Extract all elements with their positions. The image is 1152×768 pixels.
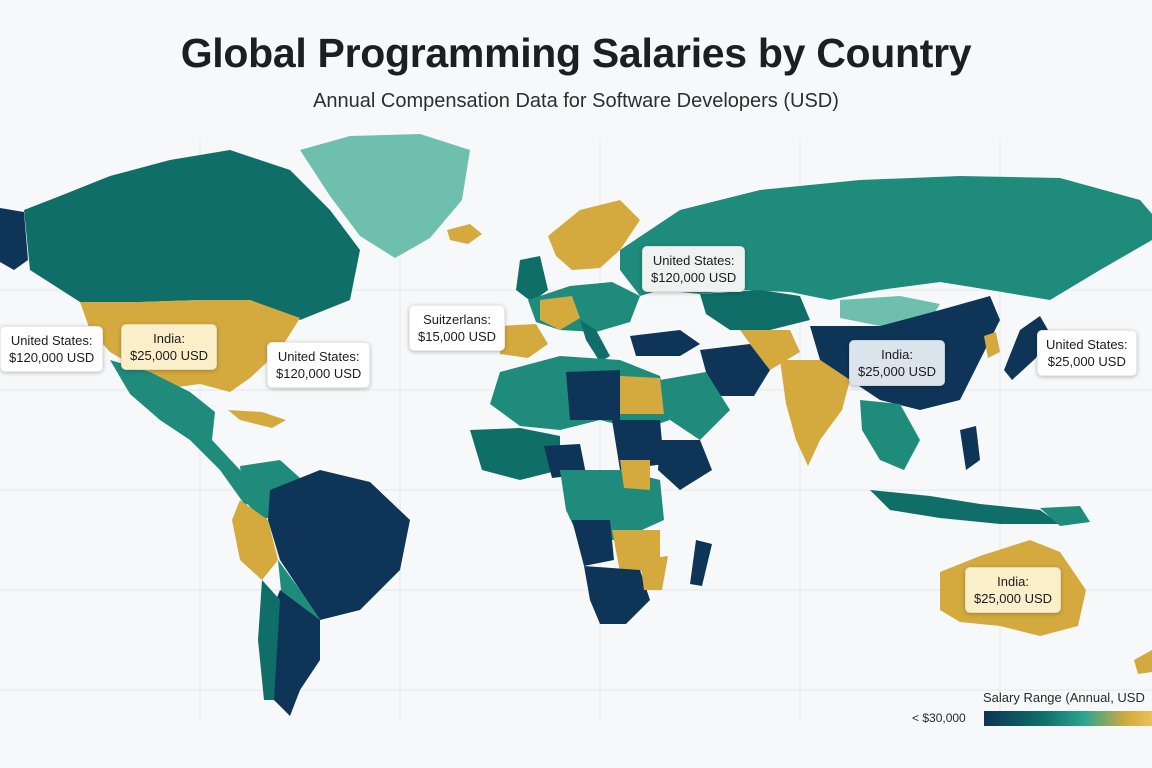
callout-russia: United States: $120,000 USD — [642, 246, 746, 292]
region-east-africa-gold — [620, 460, 650, 490]
callout-china: India: $25,000 USD — [849, 340, 946, 386]
callout-country: India: — [881, 347, 913, 362]
region-canada — [24, 150, 360, 320]
callout-japan: United States: $25,000 USD — [1037, 330, 1137, 376]
region-russia — [620, 176, 1152, 300]
callout-switzerland: Suitzerlans: $15,000 USD — [409, 305, 506, 351]
region-scandinavia — [548, 200, 640, 270]
callout-value: $15,000 USD — [418, 329, 497, 344]
legend-gradient-bar — [984, 711, 1152, 726]
region-southeast-asia — [860, 400, 920, 470]
map-title: Global Programming Salaries by Country — [180, 30, 972, 76]
region-kazakhstan — [700, 290, 810, 330]
region-iran — [700, 344, 770, 396]
callout-value: $120,000 USD — [9, 350, 95, 365]
callout-value: $25,000 USD — [858, 364, 937, 379]
region-peru — [232, 500, 278, 580]
region-sudan — [612, 420, 664, 470]
region-philippines — [960, 426, 980, 470]
region-alaska — [0, 208, 28, 270]
region-new-guinea — [1040, 506, 1090, 526]
callout-us-west: United States: $120,000 USD — [0, 326, 104, 372]
region-brazil — [268, 470, 410, 620]
region-india — [780, 360, 850, 466]
callout-value: $120,000 USD — [651, 270, 737, 285]
callout-australia: India: $25,000 USD — [965, 567, 1062, 613]
region-libya — [566, 370, 620, 420]
region-france — [540, 296, 580, 330]
callout-country: United States: — [652, 253, 735, 268]
region-mozambique — [640, 556, 668, 590]
callout-value: $120,000 USD — [276, 366, 362, 381]
region-indonesia — [870, 490, 1060, 524]
region-korea — [984, 332, 1000, 358]
callout-us-east: United States: $120,000 USD — [267, 342, 371, 388]
callout-country: India: — [997, 574, 1029, 589]
callout-country: United States: — [10, 333, 93, 348]
region-turkey — [630, 330, 700, 356]
callout-country: United States: — [277, 349, 360, 364]
region-mexico — [110, 360, 260, 505]
region-argentina — [270, 590, 320, 716]
callout-us-north: India: $25,000 USD — [121, 324, 218, 370]
callout-value: $25,000 USD — [1047, 354, 1126, 369]
region-caribbean — [228, 410, 286, 428]
region-west-africa — [470, 428, 560, 480]
region-chile — [258, 580, 280, 700]
region-madagascar — [690, 540, 712, 586]
region-saudi-arabia — [660, 372, 730, 440]
region-ethiopia — [658, 440, 712, 490]
region-italy — [580, 320, 610, 362]
region-iberia — [500, 324, 548, 358]
region-uk — [516, 256, 548, 302]
callout-value: $25,000 USD — [130, 348, 209, 363]
callout-country: United States: — [1046, 337, 1128, 352]
legend-low-label: < $30,000 — [912, 711, 966, 725]
region-southern-africa — [584, 566, 650, 624]
region-congo — [572, 520, 614, 566]
region-nigeria — [544, 444, 586, 478]
callout-value: $25,000 USD — [974, 591, 1053, 606]
legend-title: Salary Range (Annual, USD — [983, 690, 1145, 705]
callout-country: Suitzerlans: — [423, 312, 491, 327]
region-iceland — [447, 224, 482, 244]
region-egypt — [620, 376, 664, 414]
region-new-zealand — [1134, 650, 1152, 674]
callout-country: India: — [153, 331, 185, 346]
map-subtitle: Annual Compensation Data for Software De… — [313, 90, 839, 112]
region-greenland — [300, 134, 470, 258]
